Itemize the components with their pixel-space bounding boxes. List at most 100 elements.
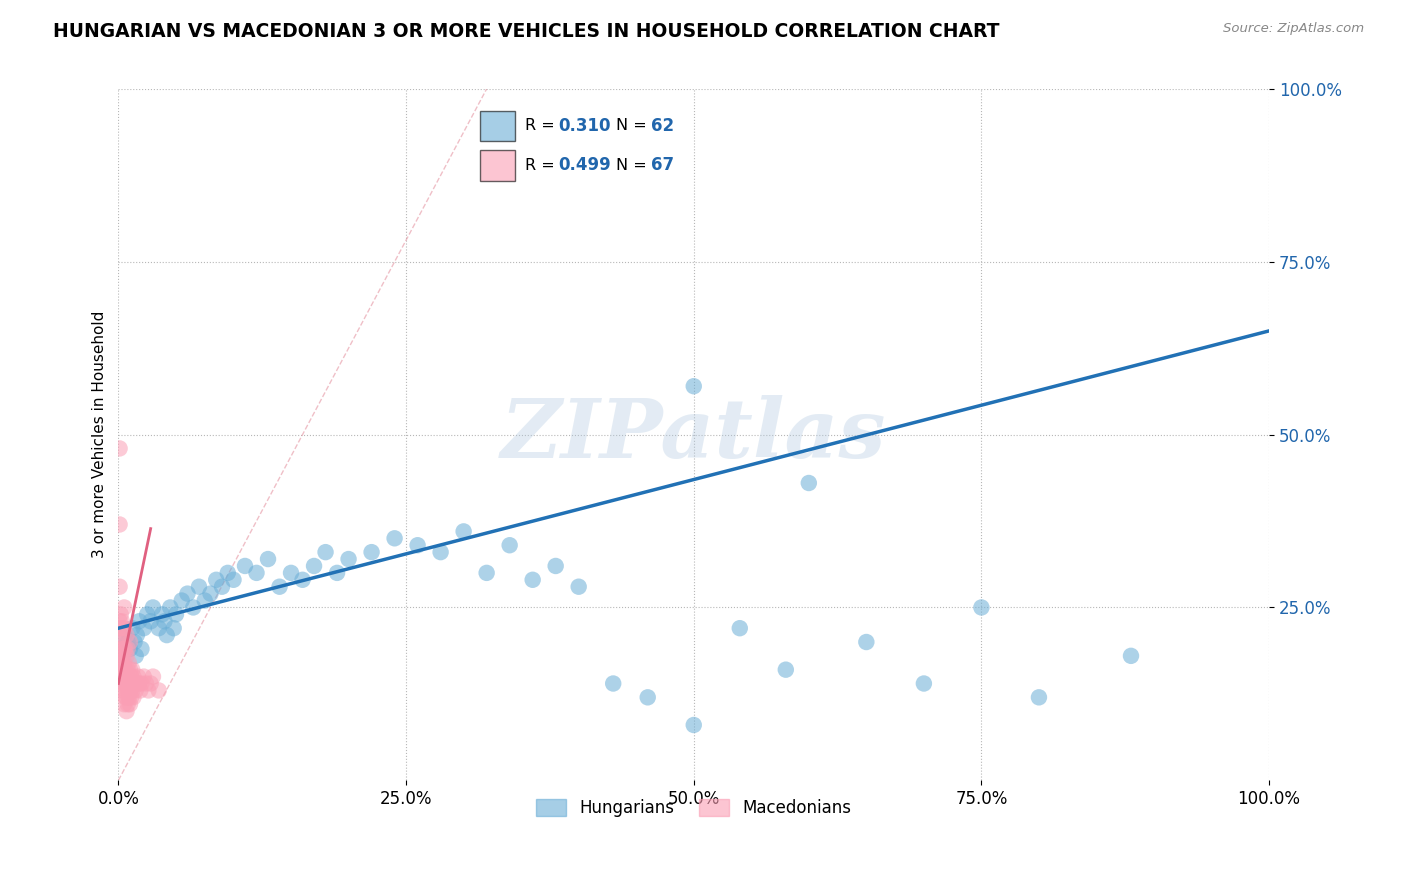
Point (170, 593, 193, 607)
Point (135, 676, 157, 690)
Point (245, 566, 267, 580)
Point (139, 615, 162, 629)
Point (111, 615, 134, 629)
Point (384, 531, 406, 545)
Point (125, 628, 148, 642)
Point (131, 676, 153, 690)
Point (117, 635, 139, 649)
Point (682, 718, 704, 732)
Point (970, 600, 993, 615)
Point (112, 621, 135, 635)
Point (125, 648, 148, 663)
Text: HUNGARIAN VS MACEDONIAN 3 OR MORE VEHICLES IN HOUSEHOLD CORRELATION CHART: HUNGARIAN VS MACEDONIAN 3 OR MORE VEHICL… (53, 22, 1000, 41)
Point (211, 580, 233, 594)
Point (115, 670, 138, 684)
Point (112, 676, 135, 690)
Point (112, 600, 135, 615)
Point (108, 656, 131, 670)
Point (176, 586, 198, 600)
Point (128, 615, 150, 629)
Point (280, 566, 302, 580)
Point (125, 676, 148, 690)
Point (163, 621, 186, 635)
Point (118, 690, 141, 705)
Point (568, 580, 591, 594)
Point (602, 676, 624, 690)
Point (291, 573, 314, 587)
Point (115, 704, 138, 718)
Point (132, 621, 155, 635)
Point (112, 663, 135, 677)
Point (544, 558, 567, 573)
Point (112, 656, 135, 670)
Point (148, 621, 170, 635)
Point (124, 635, 146, 649)
Point (498, 538, 520, 552)
Point (114, 690, 136, 705)
Point (205, 573, 228, 587)
Point (125, 683, 148, 698)
Point (912, 676, 935, 690)
Point (475, 566, 498, 580)
Point (118, 635, 141, 649)
Point (181, 600, 204, 615)
Point (132, 670, 155, 684)
Point (121, 621, 143, 635)
Point (637, 690, 659, 705)
Text: ZIPatlas: ZIPatlas (501, 394, 887, 475)
Point (797, 475, 820, 490)
Point (120, 690, 142, 705)
Point (118, 676, 141, 690)
Point (111, 635, 134, 649)
Point (122, 670, 145, 684)
Point (110, 642, 132, 657)
Point (222, 573, 245, 587)
Point (120, 670, 142, 684)
Point (315, 545, 337, 559)
Y-axis label: 3 or more Vehicles in Household: 3 or more Vehicles in Household (93, 311, 107, 558)
Point (112, 628, 135, 642)
Point (110, 656, 132, 670)
Point (142, 600, 165, 615)
Point (108, 580, 131, 594)
Point (775, 663, 797, 677)
Point (337, 552, 360, 566)
Point (159, 600, 181, 615)
Point (108, 642, 131, 657)
Point (148, 683, 170, 698)
Point (124, 676, 146, 690)
Point (118, 663, 141, 677)
Point (110, 676, 132, 690)
Point (111, 683, 134, 698)
Point (728, 621, 751, 635)
Point (108, 517, 131, 532)
Point (429, 545, 451, 559)
Point (117, 663, 139, 677)
Point (269, 580, 291, 594)
Point (110, 621, 132, 635)
Point (118, 698, 141, 712)
Point (114, 676, 136, 690)
Point (114, 642, 136, 657)
Point (112, 670, 135, 684)
Point (118, 683, 141, 698)
Point (108, 615, 131, 629)
Point (194, 593, 217, 607)
Point (453, 524, 475, 539)
Point (112, 698, 135, 712)
Point (1028, 690, 1050, 705)
Point (111, 656, 134, 670)
Legend: Hungarians, Macedonians: Hungarians, Macedonians (529, 792, 858, 824)
Point (131, 642, 153, 657)
Point (522, 573, 544, 587)
Point (302, 558, 325, 573)
Point (118, 656, 141, 670)
Point (127, 670, 149, 684)
Point (108, 628, 131, 642)
Point (150, 607, 173, 622)
Point (257, 552, 280, 566)
Point (682, 379, 704, 393)
Point (217, 566, 239, 580)
Point (111, 670, 134, 684)
Point (142, 670, 165, 684)
